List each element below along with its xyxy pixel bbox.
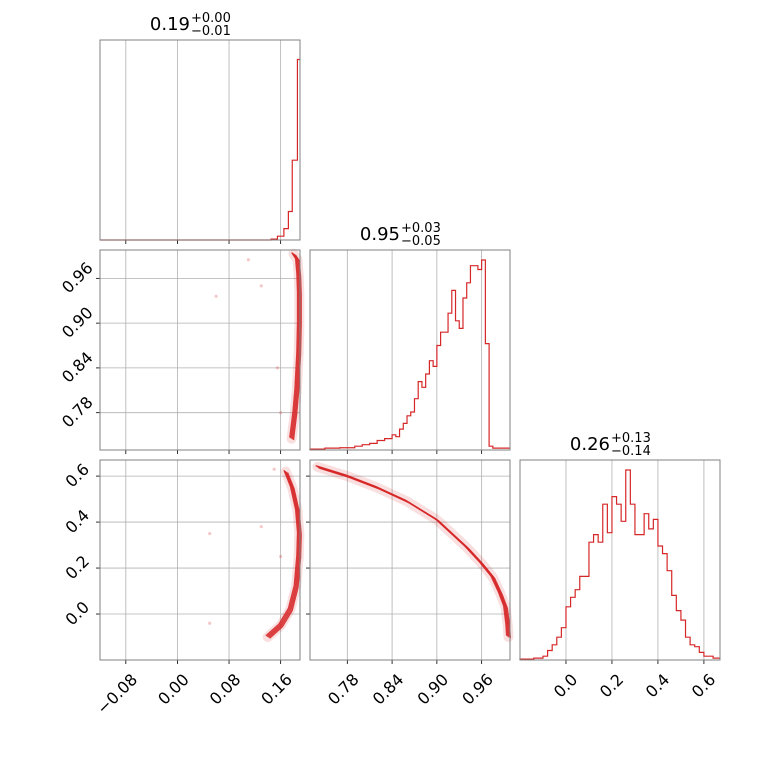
contour-line <box>265 470 299 637</box>
contour-line <box>319 467 512 639</box>
y-tick-label: 0.84 <box>58 348 97 387</box>
x-tick-label: 0.96 <box>458 670 497 709</box>
title-value-2: 0.26 <box>570 434 610 455</box>
y-tick-label: 0.6 <box>62 460 93 491</box>
panel-1-1: 0.95 +0.03−0.05 <box>309 221 511 454</box>
x-tick-label: 0.4 <box>642 670 673 701</box>
density-band <box>312 461 514 643</box>
x-tick-label: 0.2 <box>596 670 627 701</box>
y-tick-label: 0.2 <box>62 552 93 583</box>
y-tick-label: 0.96 <box>58 258 97 297</box>
contour-line <box>267 471 301 638</box>
scatter-point <box>259 284 263 288</box>
panel-2-2: 0.26 +0.13−0.14 <box>519 431 721 664</box>
title-value-0: 0.19 <box>150 14 190 35</box>
title-minus-0: −0.01 <box>191 24 231 39</box>
title-plus-0: +0.00 <box>191 11 231 26</box>
y-tick-label: 0.0 <box>62 598 93 629</box>
x-tick-label: 0.00 <box>154 670 193 709</box>
title-plus-2: +0.13 <box>611 431 651 446</box>
panel-frame <box>99 459 301 661</box>
panel-2-1 <box>306 459 514 664</box>
scatter-point <box>279 554 283 559</box>
y-tick-label: 0.90 <box>58 303 97 342</box>
x-tick-label: 0.08 <box>206 670 245 709</box>
scatter-point <box>259 525 263 529</box>
x-tick-label: 0.84 <box>369 670 408 709</box>
scatter-point <box>279 411 283 415</box>
contour-line <box>317 466 510 638</box>
scatter-point <box>214 294 218 298</box>
panel-2-0 <box>96 459 305 664</box>
histogram-2 <box>519 469 720 660</box>
x-tick-label: 0.90 <box>414 670 453 709</box>
contour-line <box>269 472 302 639</box>
histogram-1 <box>309 259 510 450</box>
y-tick-label: 0.78 <box>58 393 97 432</box>
panel-frame <box>99 39 301 241</box>
x-tick-label: 0.6 <box>688 670 719 701</box>
panel-frame <box>309 249 511 451</box>
contour-line <box>315 465 508 636</box>
title-minus-1: −0.05 <box>401 234 441 249</box>
title-plus-1: +0.03 <box>401 221 441 236</box>
scatter-point <box>272 467 276 471</box>
histogram-0 <box>100 58 300 241</box>
x-tick-label: 0.16 <box>257 670 296 709</box>
scatter-point <box>208 621 212 625</box>
contour-line <box>289 252 299 438</box>
y-tick-label: 0.4 <box>62 506 93 537</box>
x-tick-label: 0.0 <box>550 670 581 701</box>
panel-frame <box>519 459 721 661</box>
panel-frame <box>99 249 301 451</box>
panel-1-0 <box>96 248 305 454</box>
scatter-point <box>275 366 280 370</box>
contour-line <box>316 465 509 637</box>
x-tick-label: −0.08 <box>93 670 141 718</box>
title-value-1: 0.95 <box>360 224 400 245</box>
contour-line <box>290 252 300 439</box>
panel-frame <box>309 459 511 661</box>
scatter-point <box>208 531 212 536</box>
panel-0-0: 0.19 +0.00−0.01 <box>99 11 301 244</box>
scatter-point <box>246 258 250 262</box>
contour-line <box>266 470 300 638</box>
title-minus-2: −0.14 <box>611 444 651 459</box>
x-tick-label: 0.78 <box>324 670 363 709</box>
